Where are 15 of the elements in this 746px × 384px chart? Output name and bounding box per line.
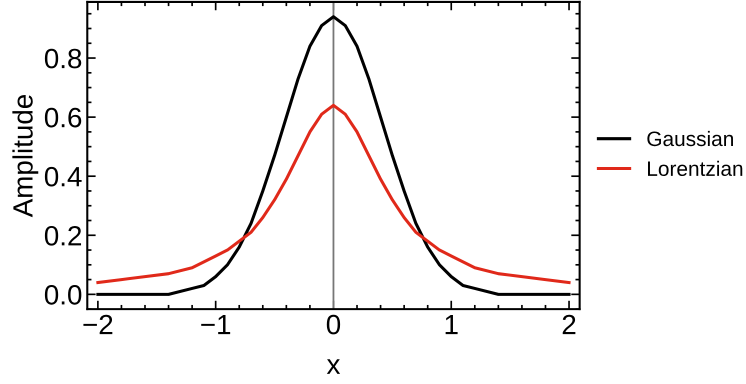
y-tick-label: 0.6 — [44, 108, 82, 128]
legend-label: Lorentzian — [648, 160, 742, 176]
x-tick-label: 1 — [446, 315, 458, 334]
x-tick-label: −1 — [201, 315, 230, 334]
x-tick-label: 0 — [326, 314, 340, 334]
y-tick-label: 0.8 — [44, 48, 82, 68]
y-tick-label: 0.0 — [44, 285, 82, 305]
x-tick-label: −2 — [83, 314, 112, 334]
x-axis-title: x — [326, 359, 340, 374]
y-axis-title: Amplitude — [12, 94, 38, 218]
legend-label: Gaussian — [647, 130, 733, 146]
y-tick-label: 0.4 — [44, 166, 82, 187]
line-series — [96, 104, 571, 284]
y-tick-label: 0.2 — [44, 226, 82, 246]
x-tick-label: 2 — [562, 314, 576, 334]
